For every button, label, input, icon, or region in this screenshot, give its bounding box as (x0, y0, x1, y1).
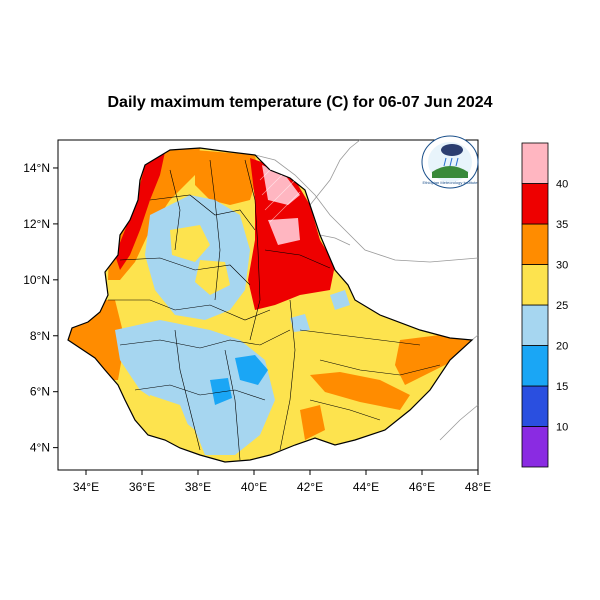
lon-tick-label: 36°E (129, 480, 155, 494)
colorbar-swatch (521, 385, 549, 427)
colorbar-swatch (521, 304, 549, 346)
lat-tick-label: 12°N (23, 217, 50, 231)
neighbor-borders (254, 139, 479, 441)
map-title: Daily maximum temperature (C) for 06-07 … (107, 94, 493, 111)
colorbar-swatch (521, 223, 549, 265)
colorbar-swatch (521, 183, 549, 225)
lon-tick-label: 40°E (241, 480, 267, 494)
colorbar-label: 20 (556, 341, 568, 353)
lat-axis: 4°N 6°N 8°N 10°N 12°N 14°N (23, 161, 58, 455)
colorbar-label: 30 (556, 260, 568, 272)
colorbar: 10 15 20 25 30 35 40 (521, 142, 568, 468)
colorbar-swatch (521, 264, 549, 306)
colorbar-label: 25 (556, 300, 568, 312)
colorbar-swatch (521, 142, 549, 184)
lat-tick-label: 6°N (30, 385, 50, 399)
colorbar-label: 40 (556, 179, 568, 191)
colorbar-swatch (521, 345, 549, 387)
colorbar-swatch (521, 426, 549, 468)
lon-tick-label: 44°E (353, 480, 379, 494)
hatch-area (259, 164, 301, 223)
admin-boundaries (108, 159, 441, 461)
logo-text: Ethiopian Meteorology Institute (423, 180, 479, 185)
lat-tick-label: 8°N (30, 329, 50, 343)
lon-tick-label: 38°E (185, 480, 211, 494)
lon-axis: 34°E 36°E 38°E 40°E 42°E 44°E 46°E 48°E (73, 470, 491, 494)
lon-tick-label: 34°E (73, 480, 99, 494)
lat-tick-label: 10°N (23, 273, 50, 287)
lat-tick-label: 4°N (30, 441, 50, 455)
colorbar-label: 10 (556, 422, 568, 434)
country-border (67, 147, 474, 463)
colorbar-label: 15 (556, 381, 568, 393)
colorbar-label: 35 (556, 219, 568, 231)
lon-tick-label: 46°E (409, 480, 435, 494)
lon-tick-label: 48°E (465, 480, 491, 494)
lon-tick-label: 42°E (297, 480, 323, 494)
institute-logo: Ethiopian Meteorology Institute (421, 135, 479, 189)
lat-tick-label: 14°N (23, 161, 50, 175)
